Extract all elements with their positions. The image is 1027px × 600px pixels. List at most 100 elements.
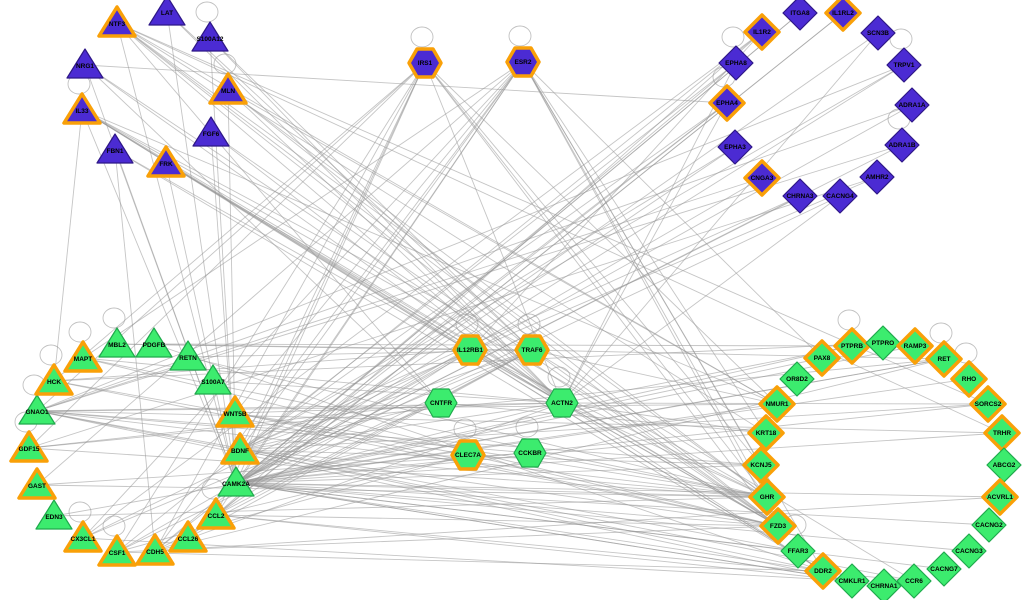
node-IL1RL2[interactable]: IL1RL2: [824, 0, 862, 32]
diamond-shape[interactable]: [718, 45, 754, 81]
triangle-shape[interactable]: [135, 533, 175, 566]
diamond-shape[interactable]: [759, 507, 797, 545]
triangle-shape[interactable]: [34, 363, 74, 396]
node-AMHR2[interactable]: AMHR2: [859, 159, 895, 195]
diamond-shape[interactable]: [782, 0, 818, 31]
triangle-shape[interactable]: [96, 133, 134, 164]
diamond-shape[interactable]: [894, 87, 930, 123]
diamond-shape[interactable]: [824, 0, 862, 32]
node-CLEC7A[interactable]: CLEC7A: [450, 439, 486, 471]
node-ESR2[interactable]: ESR2: [505, 46, 541, 78]
triangle-shape[interactable]: [217, 466, 255, 497]
triangle-shape[interactable]: [63, 340, 103, 373]
hexagon-shape[interactable]: [452, 334, 488, 366]
hexagon-shape[interactable]: [514, 334, 550, 366]
diamond-shape[interactable]: [834, 563, 870, 599]
node-GAST[interactable]: GAST: [17, 467, 57, 500]
diamond-shape[interactable]: [971, 507, 1007, 543]
triangle-shape[interactable]: [194, 364, 232, 395]
node-PDGFB[interactable]: PDGFB: [135, 327, 173, 358]
node-CCR6[interactable]: CCR6: [896, 563, 932, 599]
triangle-shape[interactable]: [35, 499, 73, 530]
triangle-shape[interactable]: [98, 327, 136, 358]
diamond-shape[interactable]: [981, 478, 1019, 516]
node-EPHA3[interactable]: EPHA3: [717, 129, 753, 165]
node-SCN3B[interactable]: SCN3B: [860, 15, 896, 51]
triangle-shape[interactable]: [66, 48, 104, 79]
diamond-shape[interactable]: [779, 361, 815, 397]
node-CACNG4[interactable]: CACNG4: [822, 178, 858, 214]
diamond-shape[interactable]: [833, 327, 871, 365]
node-ABCG2[interactable]: ABCG2: [986, 447, 1022, 483]
triangle-shape[interactable]: [215, 395, 255, 428]
diamond-shape[interactable]: [886, 47, 922, 83]
node-IL12RB1[interactable]: IL12RB1: [452, 334, 488, 366]
triangle-shape[interactable]: [9, 430, 49, 463]
node-ADRA1B[interactable]: ADRA1B: [884, 127, 920, 163]
diamond-shape[interactable]: [747, 414, 785, 452]
triangle-shape[interactable]: [148, 0, 186, 26]
triangle-shape[interactable]: [97, 534, 137, 567]
triangle-shape[interactable]: [17, 467, 57, 500]
hexagon-shape[interactable]: [505, 46, 541, 78]
node-EPHA8[interactable]: EPHA8: [718, 45, 754, 81]
diamond-shape[interactable]: [951, 533, 987, 569]
node-DDR2[interactable]: DDR2: [804, 552, 842, 590]
triangle-shape[interactable]: [62, 92, 102, 125]
triangle-shape[interactable]: [196, 497, 236, 530]
triangle-shape[interactable]: [192, 116, 230, 147]
node-MLN[interactable]: MLN: [208, 72, 248, 105]
node-KCNJ5[interactable]: KCNJ5: [742, 446, 780, 484]
diamond-shape[interactable]: [748, 478, 786, 516]
node-IL33[interactable]: IL33: [62, 92, 102, 125]
hexagon-shape[interactable]: [424, 388, 458, 418]
hexagon-shape[interactable]: [545, 388, 579, 418]
triangle-shape[interactable]: [168, 520, 208, 553]
triangle-shape[interactable]: [135, 327, 173, 358]
node-MBL2[interactable]: MBL2: [98, 327, 136, 358]
triangle-shape[interactable]: [220, 432, 260, 465]
node-ITGA8[interactable]: ITGA8: [782, 0, 818, 31]
diamond-shape[interactable]: [950, 360, 988, 398]
node-IRS1[interactable]: IRS1: [407, 47, 443, 79]
node-EDN3[interactable]: EDN3: [35, 499, 73, 530]
node-CACNG7[interactable]: CACNG7: [926, 551, 962, 587]
diamond-shape[interactable]: [884, 127, 920, 163]
diamond-shape[interactable]: [822, 178, 858, 214]
diamond-shape[interactable]: [758, 385, 796, 423]
node-MAPT[interactable]: MAPT: [63, 340, 103, 373]
node-FGF6[interactable]: FGF6: [192, 116, 230, 147]
diamond-shape[interactable]: [860, 15, 896, 51]
triangle-shape[interactable]: [169, 340, 207, 371]
node-CHRNA1[interactable]: CHRNA1: [866, 568, 902, 600]
diamond-shape[interactable]: [896, 327, 934, 365]
diamond-shape[interactable]: [780, 533, 816, 569]
diamond-shape[interactable]: [865, 325, 901, 361]
diamond-shape[interactable]: [743, 13, 781, 51]
diamond-shape[interactable]: [926, 551, 962, 587]
node-TRPV1[interactable]: TRPV1: [886, 47, 922, 83]
node-S100A12[interactable]: S100A12: [191, 21, 229, 52]
node-NRG1[interactable]: NRG1: [66, 48, 104, 79]
diamond-shape[interactable]: [804, 552, 842, 590]
node-TRAF6[interactable]: TRAF6: [514, 334, 550, 366]
triangle-shape[interactable]: [63, 520, 103, 553]
diamond-shape[interactable]: [743, 159, 781, 197]
diamond-shape[interactable]: [896, 563, 932, 599]
node-ADRA1A[interactable]: ADRA1A: [894, 87, 930, 123]
hexagon-shape[interactable]: [513, 438, 547, 468]
diamond-shape[interactable]: [986, 447, 1022, 483]
diamond-shape[interactable]: [708, 84, 746, 122]
node-LAT[interactable]: LAT: [148, 0, 186, 26]
triangle-shape[interactable]: [146, 145, 186, 178]
node-CACNG3[interactable]: CACNG3: [951, 533, 987, 569]
triangle-shape[interactable]: [208, 72, 248, 105]
diamond-shape[interactable]: [925, 340, 963, 378]
diamond-shape[interactable]: [859, 159, 895, 195]
triangle-shape[interactable]: [97, 5, 137, 38]
node-CHRNA3[interactable]: CHRNA3: [782, 178, 818, 214]
hexagon-shape[interactable]: [450, 439, 486, 471]
diamond-shape[interactable]: [969, 385, 1007, 423]
diamond-shape[interactable]: [717, 129, 753, 165]
triangle-shape[interactable]: [191, 21, 229, 52]
